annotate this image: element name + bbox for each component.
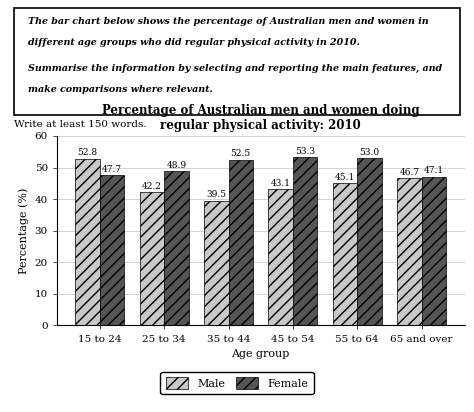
Bar — [75, 159, 100, 325]
Text: Write at least 150 words.: Write at least 150 words. — [14, 120, 147, 129]
Text: 52.8: 52.8 — [78, 148, 98, 157]
Text: 45.1: 45.1 — [335, 173, 355, 182]
Text: 42.2: 42.2 — [142, 182, 162, 191]
Text: 43.1: 43.1 — [271, 179, 291, 188]
Bar — [397, 178, 421, 325]
Text: different age groups who did regular physical activity in 2010.: different age groups who did regular phy… — [27, 38, 359, 47]
Text: The bar chart below shows the percentage of Australian men and women in: The bar chart below shows the percentage… — [27, 17, 428, 26]
Text: Summarise the information by selecting and reporting the main features, and: Summarise the information by selecting a… — [27, 64, 442, 73]
Bar — [421, 177, 446, 325]
Bar — [100, 175, 124, 325]
Bar — [268, 190, 293, 325]
Bar — [140, 192, 164, 325]
Title: Percentage of Australian men and women doing
regular physical activity: 2010: Percentage of Australian men and women d… — [102, 104, 419, 132]
Text: 39.5: 39.5 — [206, 190, 227, 199]
Text: 48.9: 48.9 — [166, 161, 186, 170]
X-axis label: Age group: Age group — [231, 349, 290, 359]
Bar — [293, 157, 317, 325]
Text: 53.0: 53.0 — [359, 148, 380, 157]
Y-axis label: Percentage (%): Percentage (%) — [18, 187, 29, 274]
Legend: Male, Female: Male, Female — [160, 372, 314, 394]
Bar — [228, 159, 253, 325]
Text: 47.1: 47.1 — [424, 166, 444, 176]
Bar — [164, 171, 189, 325]
Bar — [333, 183, 357, 325]
Text: make comparisons where relevant.: make comparisons where relevant. — [27, 85, 212, 94]
Text: 53.3: 53.3 — [295, 147, 315, 156]
FancyBboxPatch shape — [14, 8, 460, 115]
Bar — [357, 158, 382, 325]
Text: 47.7: 47.7 — [102, 164, 122, 173]
Bar — [204, 201, 228, 325]
Text: 52.5: 52.5 — [231, 150, 251, 158]
Text: 46.7: 46.7 — [399, 168, 419, 177]
